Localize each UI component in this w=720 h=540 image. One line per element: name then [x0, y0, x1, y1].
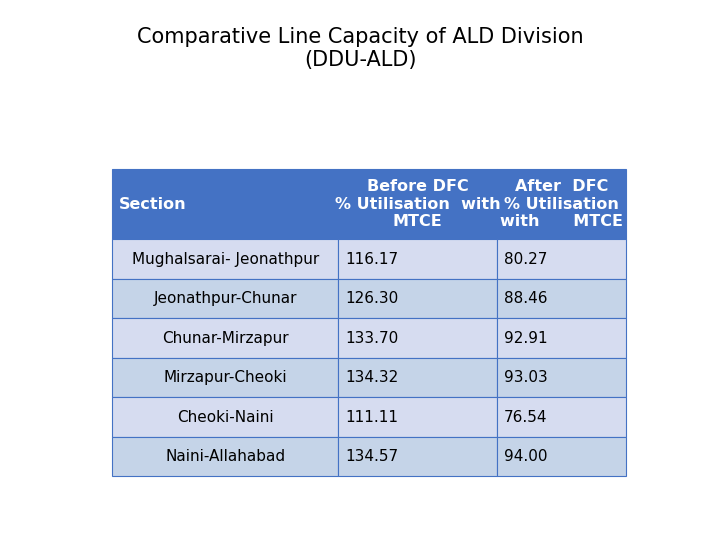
Text: Section: Section — [119, 197, 186, 212]
Bar — [338, 168, 498, 239]
Bar — [338, 437, 498, 476]
Bar — [498, 437, 626, 476]
Bar — [498, 168, 626, 239]
Bar — [112, 397, 338, 437]
Text: 126.30: 126.30 — [345, 291, 398, 306]
Bar — [498, 319, 626, 358]
Text: 80.27: 80.27 — [504, 252, 547, 267]
Bar — [112, 168, 338, 239]
Text: 92.91: 92.91 — [504, 330, 548, 346]
Text: After  DFC
% Utilisation
with      MTCE: After DFC % Utilisation with MTCE — [500, 179, 623, 229]
Text: 93.03: 93.03 — [504, 370, 548, 385]
Text: 133.70: 133.70 — [345, 330, 398, 346]
Text: 94.00: 94.00 — [504, 449, 547, 464]
Text: 111.11: 111.11 — [345, 410, 398, 424]
Bar — [498, 279, 626, 319]
Text: Mughalsarai- Jeonathpur: Mughalsarai- Jeonathpur — [132, 252, 319, 267]
Text: 88.46: 88.46 — [504, 291, 547, 306]
Text: 76.54: 76.54 — [504, 410, 547, 424]
Bar — [338, 397, 498, 437]
Bar — [112, 437, 338, 476]
Text: 134.57: 134.57 — [345, 449, 398, 464]
Text: Naini-Allahabad: Naini-Allahabad — [165, 449, 285, 464]
Text: Jeonathpur-Chunar: Jeonathpur-Chunar — [153, 291, 297, 306]
Bar — [498, 239, 626, 279]
Bar — [112, 358, 338, 397]
Text: 134.32: 134.32 — [345, 370, 398, 385]
Text: Mirzapur-Cheoki: Mirzapur-Cheoki — [163, 370, 287, 385]
Text: 116.17: 116.17 — [345, 252, 398, 267]
Bar — [498, 358, 626, 397]
Bar — [338, 279, 498, 319]
Bar — [338, 239, 498, 279]
Text: Comparative Line Capacity of ALD Division
(DDU-ALD): Comparative Line Capacity of ALD Divisio… — [137, 27, 583, 70]
Bar — [338, 358, 498, 397]
Text: Before DFC
% Utilisation  with
MTCE: Before DFC % Utilisation with MTCE — [335, 179, 500, 229]
Bar — [498, 397, 626, 437]
Bar — [338, 319, 498, 358]
Bar — [112, 319, 338, 358]
Bar — [112, 279, 338, 319]
Text: Cheoki-Naini: Cheoki-Naini — [177, 410, 274, 424]
Text: Chunar-Mirzapur: Chunar-Mirzapur — [162, 330, 289, 346]
Bar — [112, 239, 338, 279]
